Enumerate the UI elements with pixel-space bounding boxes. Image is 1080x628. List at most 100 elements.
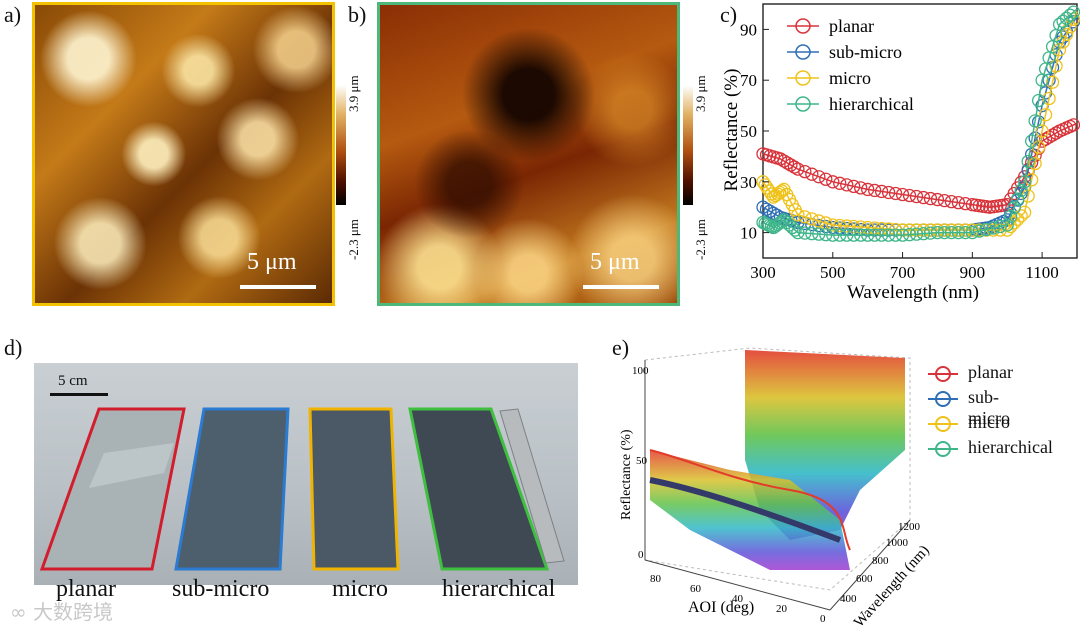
surface-zt-0: 0 [638,549,644,561]
series-point-planar [798,164,812,179]
series-point-micro [1052,43,1067,57]
series-point-hierarchical [1000,218,1014,232]
series-point-planar [780,156,795,170]
series-point-planar [861,182,875,197]
series-point-planar [791,162,805,176]
series-point-planar [840,178,854,192]
series-point-micro [1035,124,1049,138]
plate-micro [308,407,400,571]
series-point-hierarchical [1063,8,1077,22]
surface-xt-60: 60 [690,583,702,595]
series-point-micro [916,223,931,237]
series-point-planar [902,188,917,203]
series-point-micro [833,218,847,233]
x-tick-label: 700 [890,263,916,282]
series-point-planar [847,179,861,194]
series-point-sub-micro [1000,213,1014,227]
caption-planar: planar [56,576,116,602]
series-point-hierarchical [826,228,840,242]
series-point-hierarchical [965,225,979,240]
surface-xlabel: AOI (deg) [688,599,754,616]
series-point-hierarchical [847,228,861,242]
series-point-planar [895,187,910,202]
series-point-hierarchical [1021,154,1035,169]
series-point-hierarchical [773,216,787,230]
photo-scale-bar [50,393,108,396]
scale-bar-b [583,285,659,289]
surface-zt-100: 100 [632,365,649,377]
series-point-hierarchical [1011,192,1025,206]
series-point-hierarchical [958,225,973,240]
series-point-planar [805,167,819,181]
x-tick-label: 900 [960,263,986,282]
series-point-micro [902,223,917,237]
series-point-hierarchical [972,224,986,238]
surface-xt-40: 40 [732,593,744,605]
chart-ylabel: Reflectance (%) [721,69,742,192]
colorbar-a-min: -2.3 μm [346,219,361,260]
series-point-hierarchical [833,228,847,242]
series-point-planar [958,196,973,211]
colorbar-a [336,85,346,205]
scale-label-a: 5 μm [247,249,297,275]
series-point-sub-micro [766,206,781,220]
scale-label-b: 5 μm [590,249,640,275]
series-point-hierarchical [861,228,875,242]
afm-image-a: 5 μm [32,2,335,306]
caption-hierarchical: hierarchical [442,576,556,602]
series-point-micro [854,220,868,234]
series-point-hierarchical [979,222,993,237]
surface-zt-50: 50 [636,455,648,467]
x-tick-label: 1100 [1025,263,1058,282]
plate-sub-micro [174,407,290,571]
series-point-planar [951,195,966,210]
surface-axis-y [829,519,911,611]
series-point-micro [798,210,812,224]
plate-planar-glare [89,443,174,488]
surface-yt-400: 400 [840,593,857,605]
series-point-planar [916,190,931,205]
surface-xt-0: 0 [820,613,826,625]
surface-xt-20: 20 [776,603,788,615]
x-tick-label: 300 [750,263,776,282]
series-point-micro [1059,27,1074,42]
series-point-hierarchical [819,227,833,242]
series-point-hierarchical [986,221,1000,235]
series-point-hierarchical [993,219,1007,234]
series-point-hierarchical [1018,175,1032,189]
surface-planar-line [649,449,851,551]
x-tick-label: 500 [820,263,846,282]
surface-zlabel: Reflectance (%) [619,429,634,520]
surface-yt-1000: 1000 [886,537,909,549]
series-point-planar [937,193,952,208]
series-point-micro [1038,108,1053,122]
series-point-micro [895,223,910,237]
surface-axis-x [644,559,831,611]
surface-yt-1200: 1200 [898,521,921,533]
afm-image-b: 5 μm [377,2,680,306]
series-point-planar [888,186,903,201]
panel-label-a: a) [4,2,22,27]
series-point-hierarchical [874,228,889,242]
series-point-hierarchical [951,225,966,240]
series-point-hierarchical [909,227,924,241]
series-point-micro [1014,209,1028,223]
reflectance-chart: 300 500 700 900 1100 10 30 50 70 90 Wavelength (n… [721,3,1080,303]
series-point-hierarchical [888,228,903,242]
chart-xlabel: Wavelength (nm) [847,282,979,303]
colorbar-b-max: 3.9 μm [693,75,708,112]
legend-label-hierarchical: hierarchical [829,94,914,114]
plate-planar [39,407,186,571]
series-point-hierarchical [788,223,802,237]
series-point-hierarchical [1007,201,1021,215]
series-point-planar [833,176,847,190]
series-point-planar [812,170,826,184]
photo-scale-label: 5 cm [58,373,88,389]
series-point-hierarchical [805,226,819,241]
watermark: ∞ 大数跨境 [10,600,114,624]
series-point-hierarchical [930,225,945,240]
series-point-micro [840,219,854,233]
legend-label-sub-micro: sub-micro [829,42,902,62]
series-point-planar [930,192,945,207]
panel-label-b: b) [348,2,367,27]
